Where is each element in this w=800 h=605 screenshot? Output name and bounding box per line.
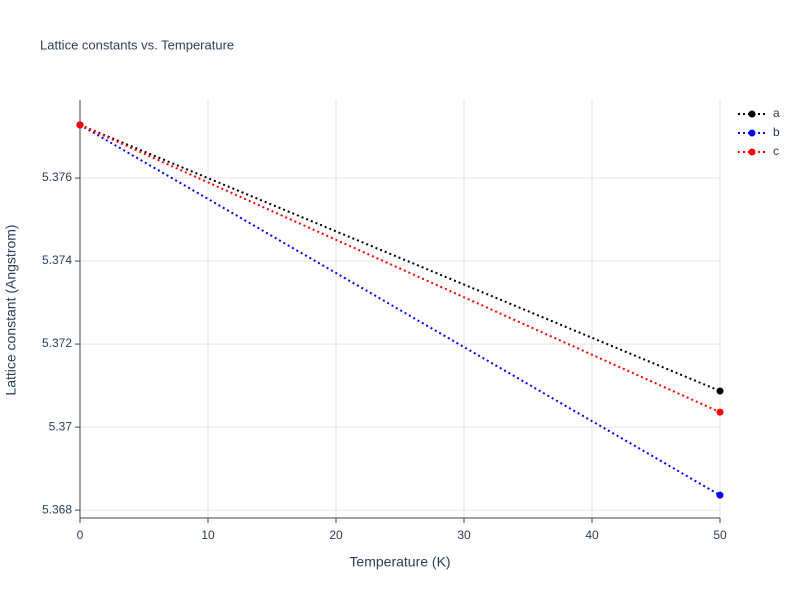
data-point — [716, 408, 724, 416]
y-tick-label: 5.372 — [42, 336, 72, 350]
chart-title: Lattice constants vs. Temperature — [40, 37, 234, 52]
legend-label: a — [773, 106, 780, 120]
x-tick-label: 0 — [77, 528, 84, 542]
y-tick-label: 5.37 — [49, 419, 73, 433]
x-tick-label: 50 — [713, 528, 727, 542]
data-point — [76, 121, 84, 129]
data-point — [716, 491, 724, 499]
y-axis-title: Lattice constant (Angstrom) — [3, 224, 19, 395]
series-line — [79, 123, 721, 414]
y-tick-label: 5.376 — [42, 170, 72, 184]
legend-label: b — [773, 125, 780, 139]
y-tick-label: 5.374 — [42, 253, 72, 267]
series-line — [79, 123, 721, 392]
x-tick-label: 40 — [585, 528, 599, 542]
y-tick-label: 5.368 — [42, 502, 72, 516]
x-tick-label: 10 — [201, 528, 215, 542]
x-tick-label: 30 — [457, 528, 471, 542]
series-line — [79, 124, 721, 497]
legend-marker — [748, 148, 756, 156]
x-tick-label: 20 — [329, 528, 343, 542]
legend-label: c — [773, 144, 779, 158]
x-axis-title: Temperature (K) — [349, 554, 450, 570]
legend-marker — [748, 110, 756, 118]
legend-marker — [748, 129, 756, 137]
data-point — [716, 387, 724, 395]
